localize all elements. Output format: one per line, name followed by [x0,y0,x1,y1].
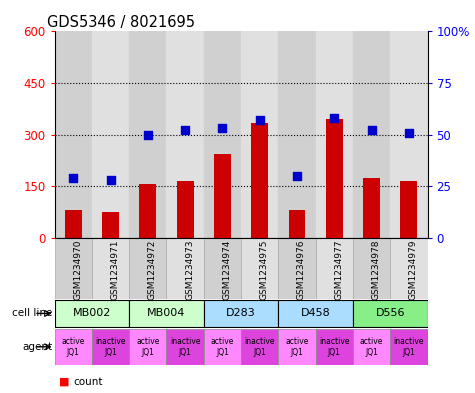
Bar [55,31,92,238]
Text: GSM1234972: GSM1234972 [148,240,157,300]
Bar [278,238,316,299]
Text: D556: D556 [375,309,405,318]
Point [331,115,338,121]
Bar [353,238,390,299]
Text: inactive
JQ1: inactive JQ1 [95,337,126,357]
Bar [241,238,278,299]
Text: GSM1234973: GSM1234973 [185,240,194,300]
Point [368,127,375,134]
Text: GSM1234976: GSM1234976 [297,240,306,300]
Bar [315,329,353,365]
Bar [241,31,278,238]
Bar [241,329,278,365]
Text: active
JQ1: active JQ1 [62,337,85,357]
Text: GDS5346 / 8021695: GDS5346 / 8021695 [47,15,195,30]
Text: active
JQ1: active JQ1 [136,337,160,357]
Text: agent: agent [23,342,53,352]
Bar [278,31,316,238]
Text: count: count [74,377,103,387]
Bar [177,181,193,238]
Bar [102,212,119,238]
Bar [278,329,316,365]
Point [218,125,226,132]
Text: GSM1234977: GSM1234977 [334,240,343,300]
Point [405,129,413,136]
Bar [204,329,241,365]
Bar [251,123,268,238]
Text: GSM1234978: GSM1234978 [371,240,380,300]
Bar [129,31,166,238]
Bar [167,31,204,238]
Bar [390,329,428,365]
Bar [92,238,129,299]
Text: active
JQ1: active JQ1 [285,337,309,357]
Bar [390,238,428,299]
Bar [315,31,353,238]
Bar [140,184,156,238]
Text: inactive
JQ1: inactive JQ1 [245,337,275,357]
Text: D458: D458 [301,309,331,318]
Bar [167,329,204,365]
Point [107,177,114,183]
Point [256,117,264,123]
Bar [363,178,380,238]
Bar [400,181,417,238]
Bar [55,329,92,365]
Bar [65,210,82,238]
Bar [167,238,204,299]
Point [293,173,301,179]
Text: inactive
JQ1: inactive JQ1 [170,337,200,357]
Point [144,131,152,138]
Text: GSM1234974: GSM1234974 [222,240,231,300]
Text: cell line: cell line [12,309,53,318]
Bar [129,329,166,365]
Text: ■: ■ [59,377,70,387]
Bar [204,238,241,299]
Bar [315,238,353,299]
Bar [92,31,129,238]
Text: D283: D283 [226,309,256,318]
Point [181,127,189,134]
Bar [353,329,390,365]
Text: inactive
JQ1: inactive JQ1 [394,337,424,357]
Bar [129,300,204,327]
Text: MB002: MB002 [73,309,111,318]
Text: MB004: MB004 [147,309,186,318]
Text: inactive
JQ1: inactive JQ1 [319,337,350,357]
Text: GSM1234975: GSM1234975 [260,240,269,300]
Bar [92,329,129,365]
Bar [353,31,390,238]
Point [69,175,77,181]
Text: active
JQ1: active JQ1 [211,337,234,357]
Bar [204,31,241,238]
Bar [55,238,92,299]
Bar [214,154,231,238]
Bar [55,300,129,327]
Bar [278,300,353,327]
Bar [326,119,342,238]
Text: GSM1234970: GSM1234970 [73,240,82,300]
Text: GSM1234979: GSM1234979 [409,240,418,300]
Bar [390,31,428,238]
Bar [289,210,305,238]
Bar [353,300,428,327]
Text: GSM1234971: GSM1234971 [111,240,120,300]
Text: active
JQ1: active JQ1 [360,337,383,357]
Bar [129,238,166,299]
Bar [204,300,278,327]
